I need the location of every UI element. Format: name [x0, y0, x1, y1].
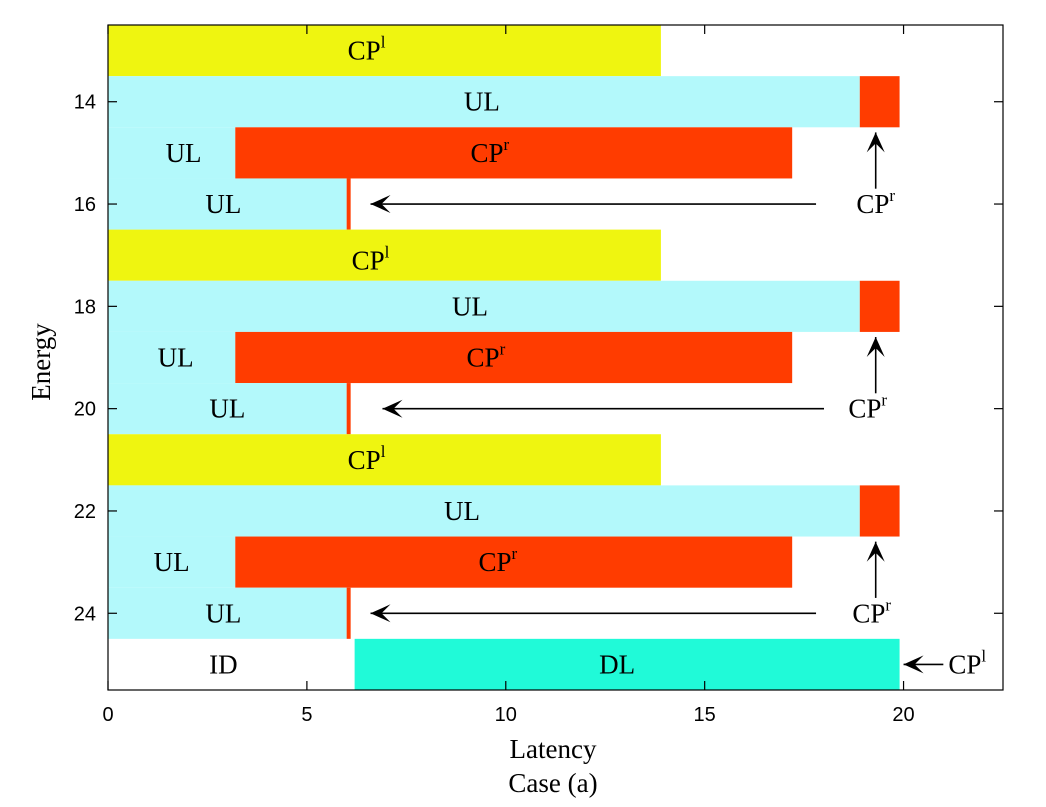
- label-cpl-6: CPl: [352, 242, 390, 275]
- label-cpl-20: CPl: [948, 646, 986, 679]
- label-id-18: ID: [209, 649, 238, 679]
- arrow-2: [866, 337, 885, 394]
- y-tick-label: 20: [74, 399, 96, 421]
- tick-labels: 0 5 10 15 20 14 16 18 20 22 24: [74, 92, 915, 726]
- label-cpr-9: CPr: [467, 340, 506, 373]
- plot-frame: [107, 24, 1004, 691]
- label-cpl-0: CPl: [348, 33, 386, 66]
- bar-cpr-11: [235, 331, 793, 384]
- arrows: [370, 132, 944, 674]
- arrow-1: [370, 195, 817, 213]
- x-axis-label: Latency: [510, 734, 597, 764]
- arrow-6: [903, 655, 944, 674]
- bar-ul-8: [108, 280, 860, 332]
- bar-cpr-9: [859, 280, 900, 332]
- bar-dl-22: [354, 638, 900, 690]
- label-dl-19: DL: [599, 649, 635, 679]
- bar-cpl-14: [108, 434, 661, 486]
- bar-cpr-18: [235, 536, 793, 588]
- bar-cpl-7: [108, 229, 661, 281]
- arrow-4: [866, 541, 885, 598]
- y-axis-label: Energy: [26, 323, 56, 401]
- x-tick-label: 0: [102, 704, 113, 726]
- label-cpr-17: CPr: [852, 595, 891, 628]
- y-tick-label: 14: [74, 92, 96, 114]
- bar-cpr-2: [859, 76, 900, 128]
- bar-ul-19: [108, 587, 347, 639]
- bar-ul-10: [108, 331, 236, 384]
- x-tick-label: 5: [301, 704, 312, 726]
- label-ul-10: UL: [209, 394, 245, 424]
- label-cpr-11: CPr: [848, 391, 887, 424]
- arrow-3: [382, 399, 824, 418]
- bar-ul-17: [108, 536, 236, 588]
- bar-ul-3: [108, 127, 236, 179]
- y-tick-label: 22: [74, 501, 96, 523]
- y-tick-label: 24: [74, 603, 96, 625]
- y-tick-label: 16: [74, 194, 96, 216]
- label-ul-16: UL: [205, 598, 241, 628]
- y-tick-label: 18: [74, 296, 96, 318]
- bar-cpr-6: [346, 178, 351, 230]
- bar-ul-5: [108, 178, 347, 230]
- label-cpr-3: CPr: [471, 135, 510, 168]
- chart-subtitle: Case (a): [508, 768, 597, 798]
- x-tick-label: 15: [694, 704, 716, 726]
- label-cpr-15: CPr: [478, 544, 517, 577]
- label-ul-13: UL: [444, 496, 480, 526]
- label-cpr-5: CPr: [856, 186, 895, 219]
- label-ul-4: UL: [205, 189, 241, 219]
- ticks: [107, 25, 1003, 690]
- segments: [108, 25, 900, 690]
- bar-cpr-16: [859, 485, 900, 537]
- bar-cpl-0: [108, 25, 661, 77]
- x-tick-label: 20: [892, 704, 914, 726]
- label-ul-14: UL: [154, 547, 190, 577]
- bar-cpr-13: [346, 383, 351, 435]
- label-ul-7: UL: [452, 291, 488, 321]
- label-ul-1: UL: [464, 87, 500, 117]
- arrow-5: [370, 604, 817, 623]
- bar-ul-12: [108, 383, 347, 435]
- label-ul-2: UL: [166, 138, 202, 168]
- bar-cpr-4: [235, 127, 793, 179]
- label-ul-8: UL: [158, 343, 194, 373]
- bar-ul-15: [108, 485, 860, 537]
- bar-cpr-20: [346, 587, 351, 639]
- label-cpl-12: CPl: [348, 442, 386, 475]
- arrow-0: [866, 132, 885, 189]
- bar-ul-1: [108, 76, 860, 128]
- x-tick-label: 10: [495, 704, 517, 726]
